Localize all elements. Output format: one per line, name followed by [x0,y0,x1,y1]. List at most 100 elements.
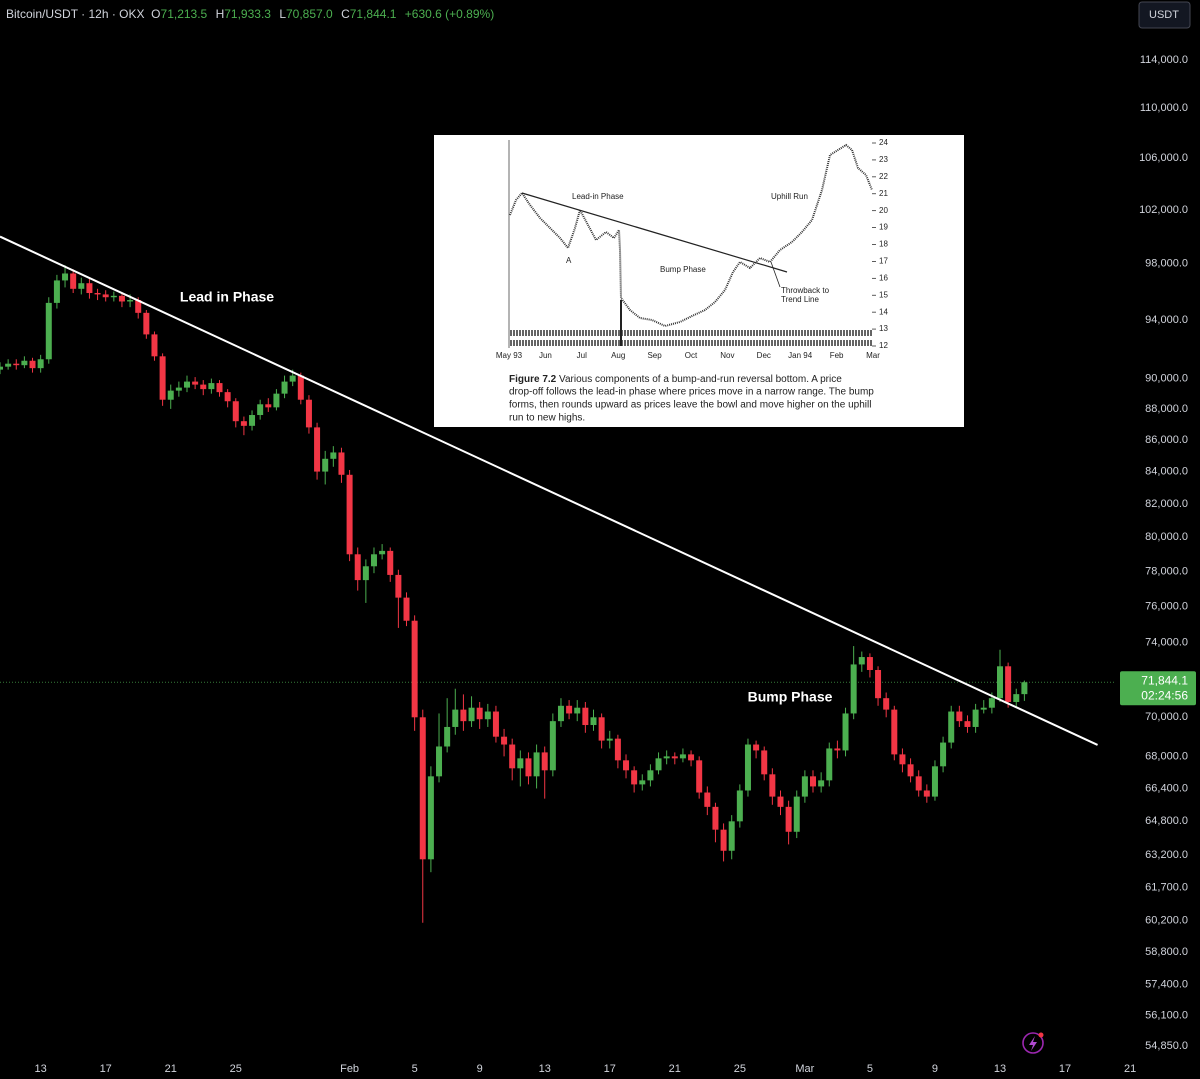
inset-y-label: 22 [879,172,888,181]
inset-x-label: Jul [577,351,587,360]
y-tick-label: 82,000.0 [1145,498,1188,510]
inset-y-label: 21 [879,189,888,198]
candle-body [826,748,833,781]
candle-body [679,754,686,759]
x-tick-label: Feb [340,1063,359,1075]
chart-header: Bitcoin/USDT · 12h · OKX O71,213.5 H71,9… [6,7,499,21]
ohlc-key: C [341,7,350,21]
candle-body [5,363,12,367]
ohlc-value: 70,857.0 [286,7,333,21]
candle-body [175,387,182,391]
x-tick-label: 17 [1059,1063,1071,1075]
candle-body [655,758,662,771]
icon-bolt[interactable] [1029,1036,1037,1051]
candle-body [533,752,540,777]
caption-line: forms, then rounds upward as prices leav… [509,400,871,411]
ohlc-key: L [279,7,286,21]
inset-x-label: Nov [720,351,734,360]
alert-icon[interactable] [1022,1032,1044,1054]
candle-body [468,707,475,722]
y-tick-label: 64,800.0 [1145,815,1188,827]
candle-body [257,404,264,416]
y-tick-label: 58,800.0 [1145,946,1188,958]
y-tick-label: 60,200.0 [1145,914,1188,926]
candle-body [232,401,239,422]
candle-body [663,756,670,759]
candle-body [834,748,841,751]
candle-body [525,758,532,777]
y-tick-label: 102,000.0 [1139,204,1188,216]
inset-annotation: Throwback to [781,286,830,295]
inset-annotation: Trend Line [781,295,820,304]
inset-x-label: Feb [830,351,844,360]
inset-annotation: Uphill Run [771,192,808,201]
inset-x-label: Jun [539,351,552,360]
candle-body [590,717,597,726]
price-tag-label: 71,844.1 [1141,673,1188,687]
candle-body [13,363,20,366]
candle-body [956,711,963,722]
candle-body [427,776,434,860]
candle-body [62,273,69,281]
candle-body [639,780,646,785]
candle-body [224,392,231,402]
candle-body [785,806,792,832]
candle-body [127,300,134,302]
candle-body [728,821,735,851]
y-tick-label: 76,000.0 [1145,600,1188,612]
candle-body [598,717,605,741]
candle-body [866,657,873,671]
icon-dot [1038,1032,1044,1038]
candle-body [338,452,345,475]
candle-body [769,774,776,797]
caption-line: run to new highs. [509,413,585,424]
candle-body [647,770,654,781]
inset-figure: Lead-in Phase A Bump Phase Uphill Run Th… [434,135,964,427]
candle-body [549,721,556,771]
button-frame[interactable] [1138,1,1191,29]
inset-volume [510,330,872,346]
y-tick-label: 68,000.0 [1145,750,1188,762]
candle-body [167,390,174,400]
candle-body [370,554,377,567]
candle-body [484,711,491,720]
candle-body [744,744,751,791]
y-tick-label: 90,000.0 [1145,372,1188,384]
inset-background [434,135,964,427]
inset-annotation: A [566,256,572,265]
candle-body [21,360,28,366]
inset-x-label: Aug [611,351,625,360]
inset-trendline [521,192,788,273]
candle-body [452,709,459,727]
currency-button[interactable]: USDT [1138,1,1191,29]
candle-body [1013,694,1020,702]
candle-body [0,366,3,370]
inset-x-label: May 93 [496,351,523,360]
y-tick-label: 74,000.0 [1145,636,1188,648]
candle-body [582,707,589,726]
candle-body [208,383,215,390]
x-tick-label: 25 [230,1063,242,1075]
inset-x-label: Jan 94 [788,351,813,360]
candle-body [460,709,467,722]
inset-y-label: 12 [879,341,888,350]
x-tick-label: 17 [100,1063,112,1075]
button-label[interactable]: USDT [1149,9,1179,21]
candle-body [1005,666,1012,702]
y-tick-label: 94,000.0 [1145,314,1188,326]
candle-body [931,766,938,797]
candle-body [379,550,386,555]
inset-x-label: Sep [647,351,662,360]
candle-body [110,295,117,298]
icon-ring[interactable] [1022,1032,1044,1054]
x-tick-label: 9 [932,1063,938,1075]
y-tick-label: 56,100.0 [1145,1010,1188,1022]
candle-body [159,356,166,400]
x-tick-label: 13 [35,1063,47,1075]
candle-body [883,698,890,710]
candle-body [712,806,719,830]
candle-body [574,707,581,714]
x-tick-label: 25 [734,1063,746,1075]
